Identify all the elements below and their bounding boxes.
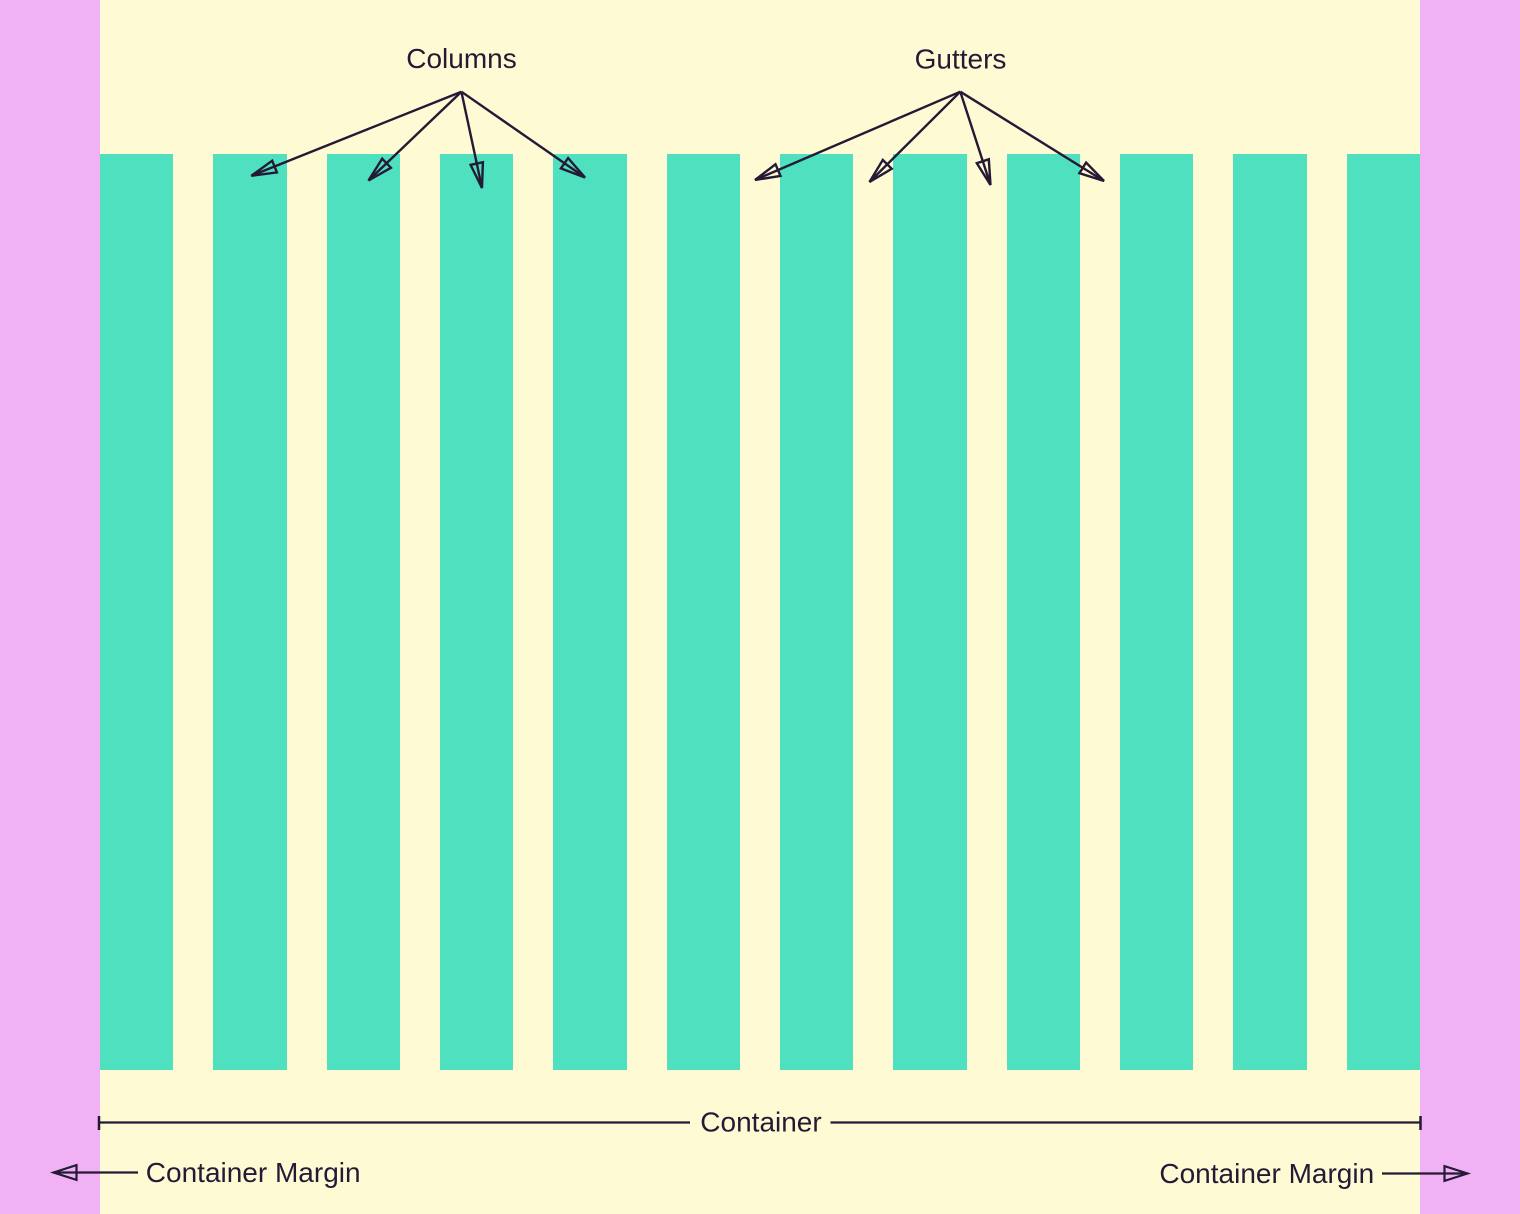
svg-text:Gutters: Gutters — [915, 44, 1007, 75]
svg-text:Container Margin: Container Margin — [146, 1157, 361, 1188]
svg-text:Columns: Columns — [406, 43, 516, 74]
svg-text:Container: Container — [700, 1107, 821, 1138]
svg-text:Container Margin: Container Margin — [1159, 1158, 1374, 1189]
